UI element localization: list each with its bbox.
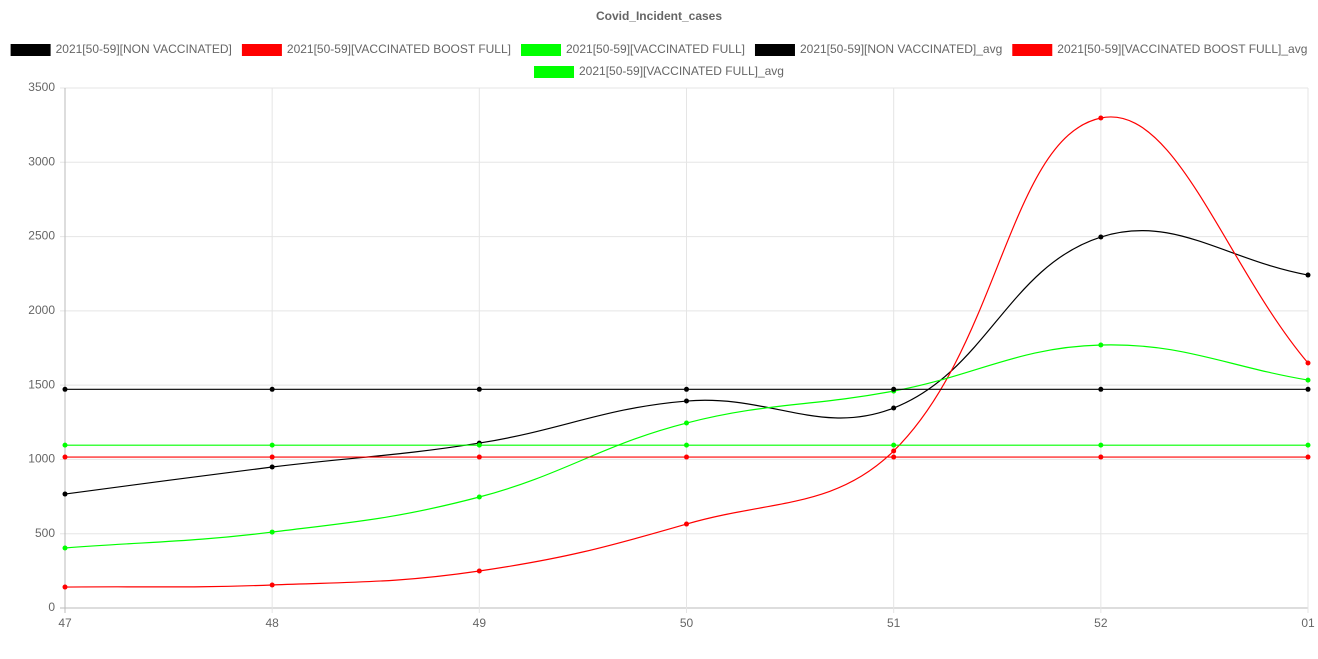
legend-swatch: [754, 44, 795, 56]
legend-swatch: [241, 44, 282, 56]
data-point: [1098, 386, 1104, 392]
data-point: [891, 442, 897, 448]
data-point: [1098, 442, 1104, 448]
y-tick-label: 0: [48, 600, 55, 614]
legend-label: 2021[50-59][VACCINATED FULL]_avg: [579, 64, 784, 78]
data-point: [476, 454, 482, 460]
data-point: [684, 521, 689, 527]
data-point: [1305, 272, 1311, 278]
y-tick-label: 2000: [28, 303, 55, 317]
data-point: [684, 398, 689, 404]
data-point: [62, 442, 68, 448]
data-point: [269, 464, 275, 470]
data-point: [476, 568, 482, 574]
x-tick-label: 49: [473, 616, 487, 630]
data-point: [269, 386, 275, 392]
series-line: [64, 116, 1309, 588]
legend-swatch: [534, 66, 575, 78]
x-tick-label: 52: [1094, 616, 1108, 630]
legend-label: 2021[50-59][VACCINATED BOOST FULL]_avg: [1057, 42, 1307, 56]
legend-swatch: [10, 44, 51, 56]
x-tick-label: 01: [1301, 616, 1315, 630]
x-tick-label: 48: [265, 616, 279, 630]
y-tick-label: 1500: [28, 377, 55, 391]
y-tick-label: 2500: [28, 229, 55, 243]
data-point: [62, 386, 68, 392]
data-point: [891, 386, 897, 392]
data-point: [62, 584, 68, 590]
data-point: [1305, 454, 1311, 460]
x-tick-label: 47: [58, 616, 72, 630]
legend-label: 2021[50-59][VACCINATED BOOST FULL]: [287, 42, 511, 56]
data-point: [1098, 234, 1104, 240]
data-point: [1305, 442, 1311, 448]
data-point: [1305, 360, 1311, 366]
legend-item[interactable]: 2021[50-59][VACCINATED BOOST FULL]_avg: [1012, 42, 1307, 56]
legend-label: 2021[50-59][NON VACCINATED]: [56, 42, 232, 56]
legend-item[interactable]: 2021[50-59][NON VACCINATED]: [10, 42, 232, 56]
data-point: [1305, 386, 1311, 392]
data-point: [891, 448, 897, 454]
data-point: [1098, 454, 1104, 460]
data-point: [1098, 342, 1104, 348]
data-point: [62, 454, 68, 460]
data-point: [476, 386, 482, 392]
legend: 2021[50-59][NON VACCINATED] 2021[50-59][V…: [10, 42, 1307, 78]
y-tick-label: 1000: [28, 452, 55, 466]
legend-label: 2021[50-59][VACCINATED FULL]: [566, 42, 745, 56]
x-tick-label: 50: [680, 616, 694, 630]
data-point: [476, 442, 482, 448]
data-point: [891, 405, 897, 411]
y-tick-label: 3000: [28, 154, 55, 168]
data-point: [62, 491, 68, 497]
y-tick-label: 3500: [28, 80, 55, 94]
data-point: [476, 494, 482, 500]
chart-title: Covid_Incident_cases: [596, 9, 722, 23]
legend-swatch: [1012, 44, 1053, 56]
data-point: [269, 529, 275, 535]
legend-item[interactable]: 2021[50-59][NON VACCINATED]_avg: [754, 42, 1002, 56]
data-point: [684, 442, 689, 448]
data-point: [891, 454, 897, 460]
x-tick-label: 51: [887, 616, 901, 630]
data-point: [684, 454, 689, 460]
legend-swatch: [521, 44, 561, 56]
data-point: [684, 386, 689, 392]
legend-item[interactable]: 2021[50-59][VACCINATED FULL]: [521, 42, 745, 56]
legend-label: 2021[50-59][NON VACCINATED]_avg: [800, 42, 1002, 56]
y-tick-label: 500: [35, 526, 55, 540]
data-point: [1305, 377, 1311, 383]
data-point: [269, 442, 275, 448]
legend-item[interactable]: 2021[50-59][VACCINATED FULL]_avg: [534, 64, 784, 78]
data-point: [269, 454, 275, 460]
data-point: [684, 420, 689, 426]
data-point: [62, 545, 68, 551]
data-point: [269, 582, 275, 588]
legend-item[interactable]: 2021[50-59][VACCINATED BOOST FULL]: [241, 42, 511, 56]
data-point: [1098, 115, 1104, 121]
